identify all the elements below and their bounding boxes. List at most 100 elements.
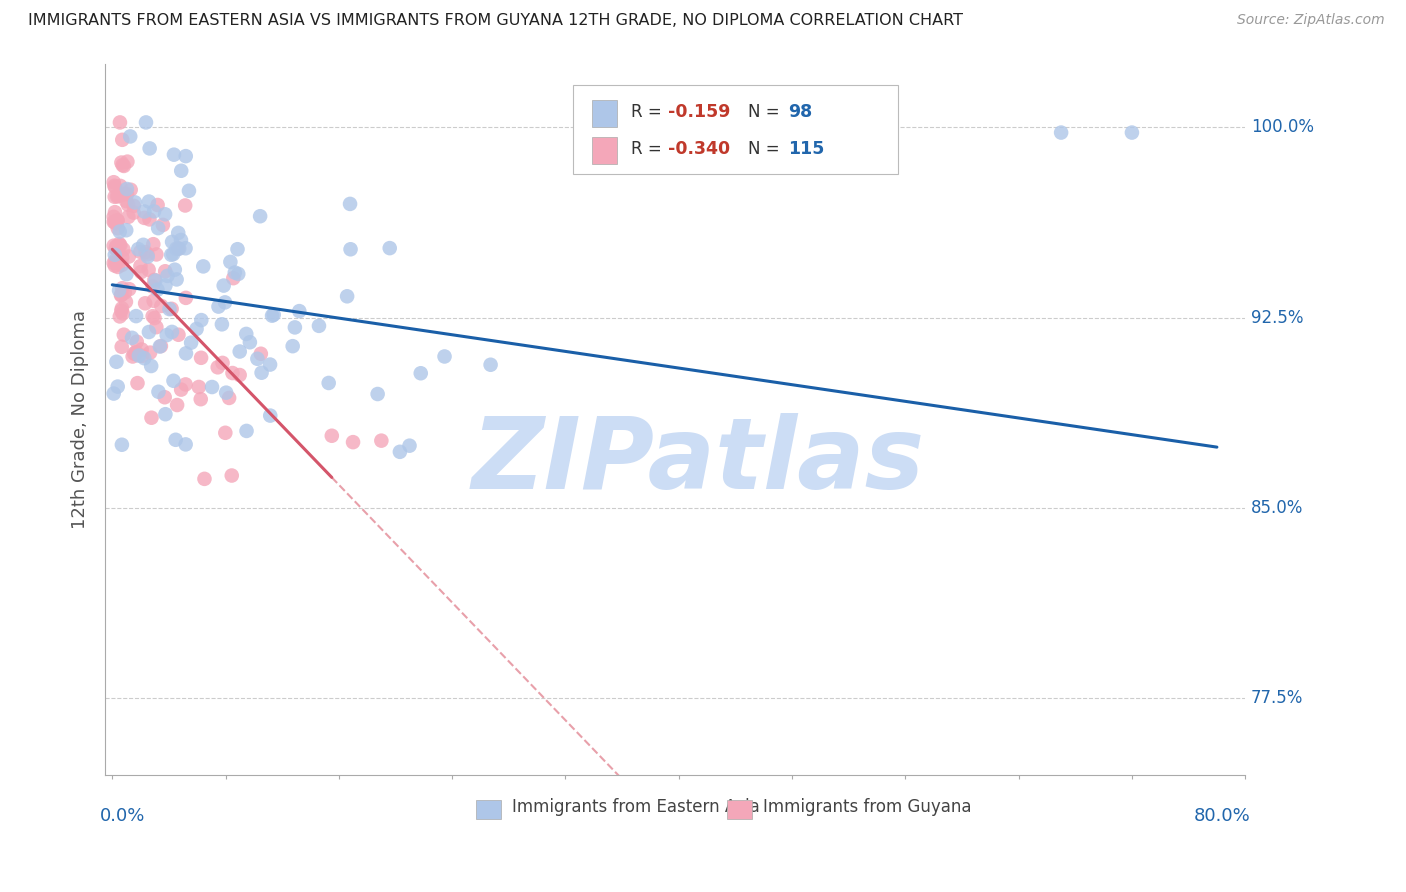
- Point: [129, 265, 152, 279]
- Point: [174, 346, 197, 360]
- FancyBboxPatch shape: [572, 86, 897, 174]
- Point: [174, 241, 197, 255]
- Point: [149, 339, 172, 353]
- Point: [135, 115, 157, 129]
- Point: [141, 359, 163, 373]
- Point: [104, 242, 127, 256]
- Point: [121, 331, 143, 345]
- Text: R =: R =: [631, 140, 666, 158]
- Point: [193, 260, 215, 274]
- Point: [136, 250, 159, 264]
- Point: [342, 435, 364, 450]
- Point: [104, 180, 127, 194]
- Text: 80.0%: 80.0%: [1194, 806, 1251, 824]
- Point: [174, 377, 197, 392]
- Point: [110, 303, 132, 318]
- Point: [156, 268, 179, 283]
- Point: [211, 356, 233, 370]
- Point: [107, 379, 129, 393]
- Point: [163, 147, 186, 161]
- Point: [131, 349, 153, 363]
- Point: [118, 250, 141, 264]
- Point: [153, 390, 176, 404]
- Point: [190, 392, 212, 407]
- Point: [129, 244, 152, 259]
- Point: [111, 301, 134, 316]
- Text: -0.340: -0.340: [668, 140, 731, 158]
- Text: Source: ZipAtlas.com: Source: ZipAtlas.com: [1237, 13, 1385, 28]
- Point: [103, 210, 125, 224]
- Point: [153, 207, 176, 221]
- Point: [166, 272, 188, 286]
- Point: [125, 309, 148, 323]
- Point: [134, 211, 156, 225]
- Point: [226, 267, 249, 281]
- Point: [112, 327, 135, 342]
- Point: [263, 308, 285, 322]
- Point: [142, 293, 165, 308]
- Point: [103, 238, 125, 252]
- Point: [160, 235, 183, 249]
- Point: [111, 258, 134, 272]
- Point: [107, 241, 129, 255]
- Point: [127, 376, 149, 391]
- Point: [174, 149, 197, 163]
- Point: [284, 320, 307, 334]
- Point: [108, 115, 131, 129]
- Point: [214, 295, 236, 310]
- Point: [143, 204, 166, 219]
- Point: [108, 238, 131, 252]
- Point: [433, 350, 456, 364]
- Point: [165, 433, 187, 447]
- Point: [117, 210, 139, 224]
- Point: [146, 221, 169, 235]
- Point: [207, 300, 229, 314]
- Point: [214, 425, 236, 440]
- Point: [131, 343, 153, 357]
- Point: [222, 271, 245, 285]
- Point: [339, 242, 361, 256]
- Point: [215, 385, 238, 400]
- Point: [115, 194, 138, 208]
- Point: [177, 184, 200, 198]
- Point: [212, 278, 235, 293]
- Point: [142, 237, 165, 252]
- Point: [250, 366, 273, 380]
- FancyBboxPatch shape: [592, 100, 617, 127]
- Point: [107, 260, 129, 274]
- Point: [104, 215, 127, 229]
- Text: 98: 98: [789, 103, 813, 121]
- Point: [479, 358, 502, 372]
- Point: [218, 391, 240, 405]
- Point: [105, 189, 128, 203]
- Point: [145, 274, 167, 288]
- Point: [207, 360, 229, 375]
- Point: [118, 282, 141, 296]
- Point: [111, 306, 134, 320]
- Point: [156, 328, 179, 343]
- Point: [115, 187, 138, 202]
- Point: [159, 302, 181, 317]
- Point: [224, 266, 246, 280]
- Point: [190, 351, 212, 365]
- Text: 100.0%: 100.0%: [1251, 119, 1315, 136]
- Point: [398, 439, 420, 453]
- Point: [103, 178, 125, 193]
- Point: [142, 279, 165, 293]
- Point: [170, 383, 193, 397]
- Point: [110, 155, 132, 169]
- Point: [221, 468, 243, 483]
- Point: [186, 322, 208, 336]
- Point: [103, 386, 125, 401]
- Point: [107, 221, 129, 235]
- Point: [187, 380, 209, 394]
- Point: [124, 195, 146, 210]
- Point: [125, 345, 148, 359]
- Point: [167, 242, 190, 256]
- Point: [115, 294, 138, 309]
- Point: [235, 326, 257, 341]
- Point: [142, 309, 165, 323]
- Point: [228, 344, 250, 359]
- Point: [153, 264, 176, 278]
- Point: [367, 387, 389, 401]
